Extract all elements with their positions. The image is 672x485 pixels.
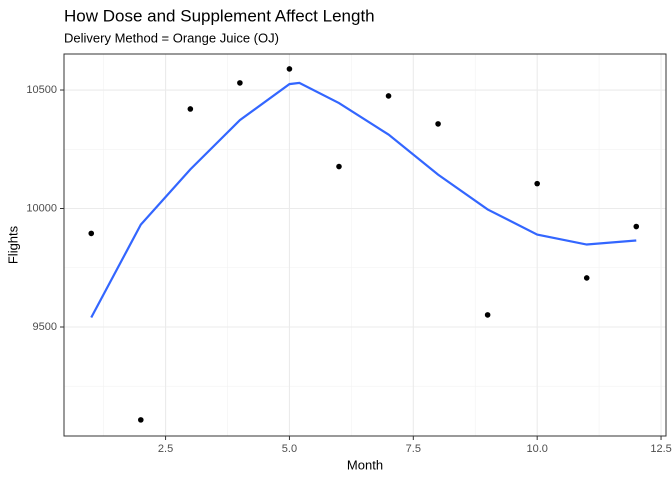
x-axis-title: Month <box>347 457 383 472</box>
point <box>286 66 293 72</box>
point <box>385 93 392 99</box>
point <box>336 163 342 170</box>
chart-subtitle: Delivery Method = Orange Juice (OJ) <box>64 30 279 45</box>
point <box>435 121 441 127</box>
point <box>137 417 144 423</box>
x-tick-label: 2.5 <box>158 443 173 455</box>
panel-border <box>63 53 667 437</box>
point <box>633 223 640 230</box>
x-tick-label: 5.0 <box>282 443 297 455</box>
y-tick-label: 10500 <box>26 84 57 96</box>
point <box>237 80 243 86</box>
chart-title: How Dose and Supplement Affect Length <box>64 6 375 25</box>
point <box>534 180 540 187</box>
x-tick-label: 12.5 <box>650 443 671 455</box>
y-tick-label: 10000 <box>26 202 57 214</box>
x-tick-label: 10.0 <box>526 443 547 455</box>
point <box>187 106 194 112</box>
smooth-line <box>90 81 637 319</box>
y-axis-title: Flights <box>5 225 20 264</box>
point <box>583 275 590 281</box>
y-tick-label: 9500 <box>33 321 57 333</box>
point <box>88 230 95 237</box>
point <box>484 312 491 318</box>
x-tick-label: 7.5 <box>406 443 421 455</box>
